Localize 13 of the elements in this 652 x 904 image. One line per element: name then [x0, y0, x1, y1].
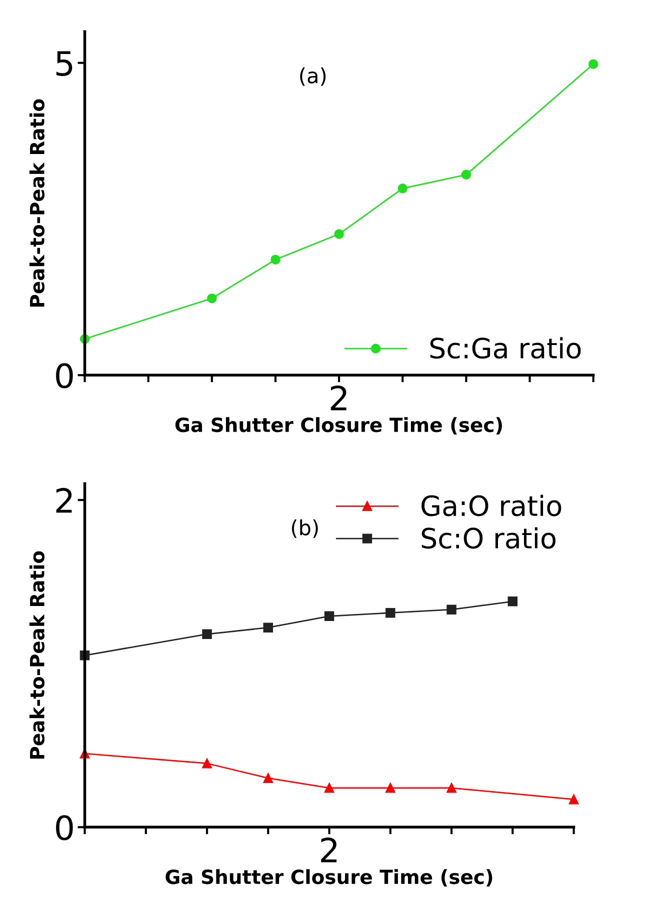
x-axis-title: Ga Shutter Closure Time (sec) — [166, 869, 492, 886]
y-tick-label: 0 — [56, 363, 73, 388]
y-tick-label: 0 — [56, 815, 73, 840]
legend-label: Ga:O ratio — [422, 494, 562, 516]
legend-label: Sc:O ratio — [422, 527, 556, 549]
y-axis-title: Peak-to-Peak Ratio — [29, 99, 45, 307]
legend-label: Sc:Ga ratio — [430, 337, 581, 359]
y-axis-title: Peak-to-Peak Ratio — [29, 551, 45, 759]
annotation: (a) — [300, 67, 326, 86]
annotation: (b) — [292, 519, 318, 538]
x-axis-title: Ga Shutter Closure Time (sec) — [175, 417, 502, 434]
y-tick-label: 2 — [56, 488, 72, 513]
y-tick-label: 5 — [56, 51, 72, 76]
